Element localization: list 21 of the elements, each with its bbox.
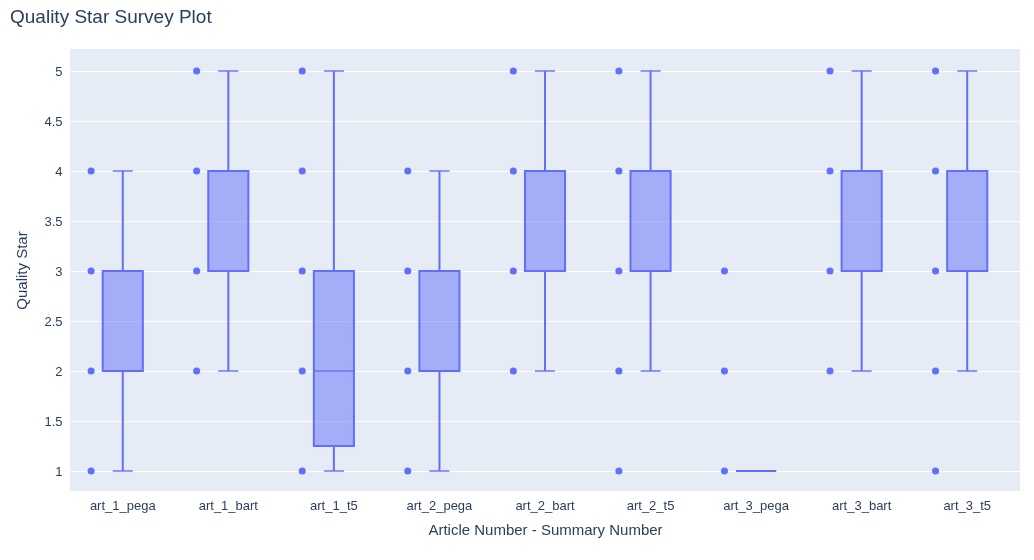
x-axis-title: Article Number - Summary Number xyxy=(428,520,663,538)
x-tick-label: art_3_t5 xyxy=(943,497,992,513)
x-tick-label: art_3_bart xyxy=(832,497,892,513)
y-tick-label: 2.5 xyxy=(44,313,63,329)
x-tick-label: art_2_pega xyxy=(406,497,474,513)
y-tick-label: 4 xyxy=(55,163,63,179)
y-tick-label: 3 xyxy=(55,263,63,279)
y-tick-label: 1 xyxy=(55,463,63,479)
y-tick-label: 4.5 xyxy=(44,113,63,129)
y-tick-label: 2 xyxy=(55,363,63,379)
x-tick-label: art_1_pega xyxy=(89,497,157,513)
y-tick-label: 3.5 xyxy=(44,213,63,229)
y-tick-label: 5 xyxy=(55,63,63,79)
x-tick-label: art_3_pega xyxy=(723,497,790,513)
chart-title: Quality Star Survey Plot xyxy=(10,6,213,27)
x-tick-label: art_2_t5 xyxy=(626,497,675,513)
x-tick-label: art_2_bart xyxy=(515,497,576,513)
y-axis-title: Quality Star xyxy=(13,231,31,310)
x-tick-label: art_1_bart xyxy=(198,497,259,513)
y-tick-label: 1.5 xyxy=(44,413,63,429)
x-tick-label: art_1_t5 xyxy=(310,497,358,513)
